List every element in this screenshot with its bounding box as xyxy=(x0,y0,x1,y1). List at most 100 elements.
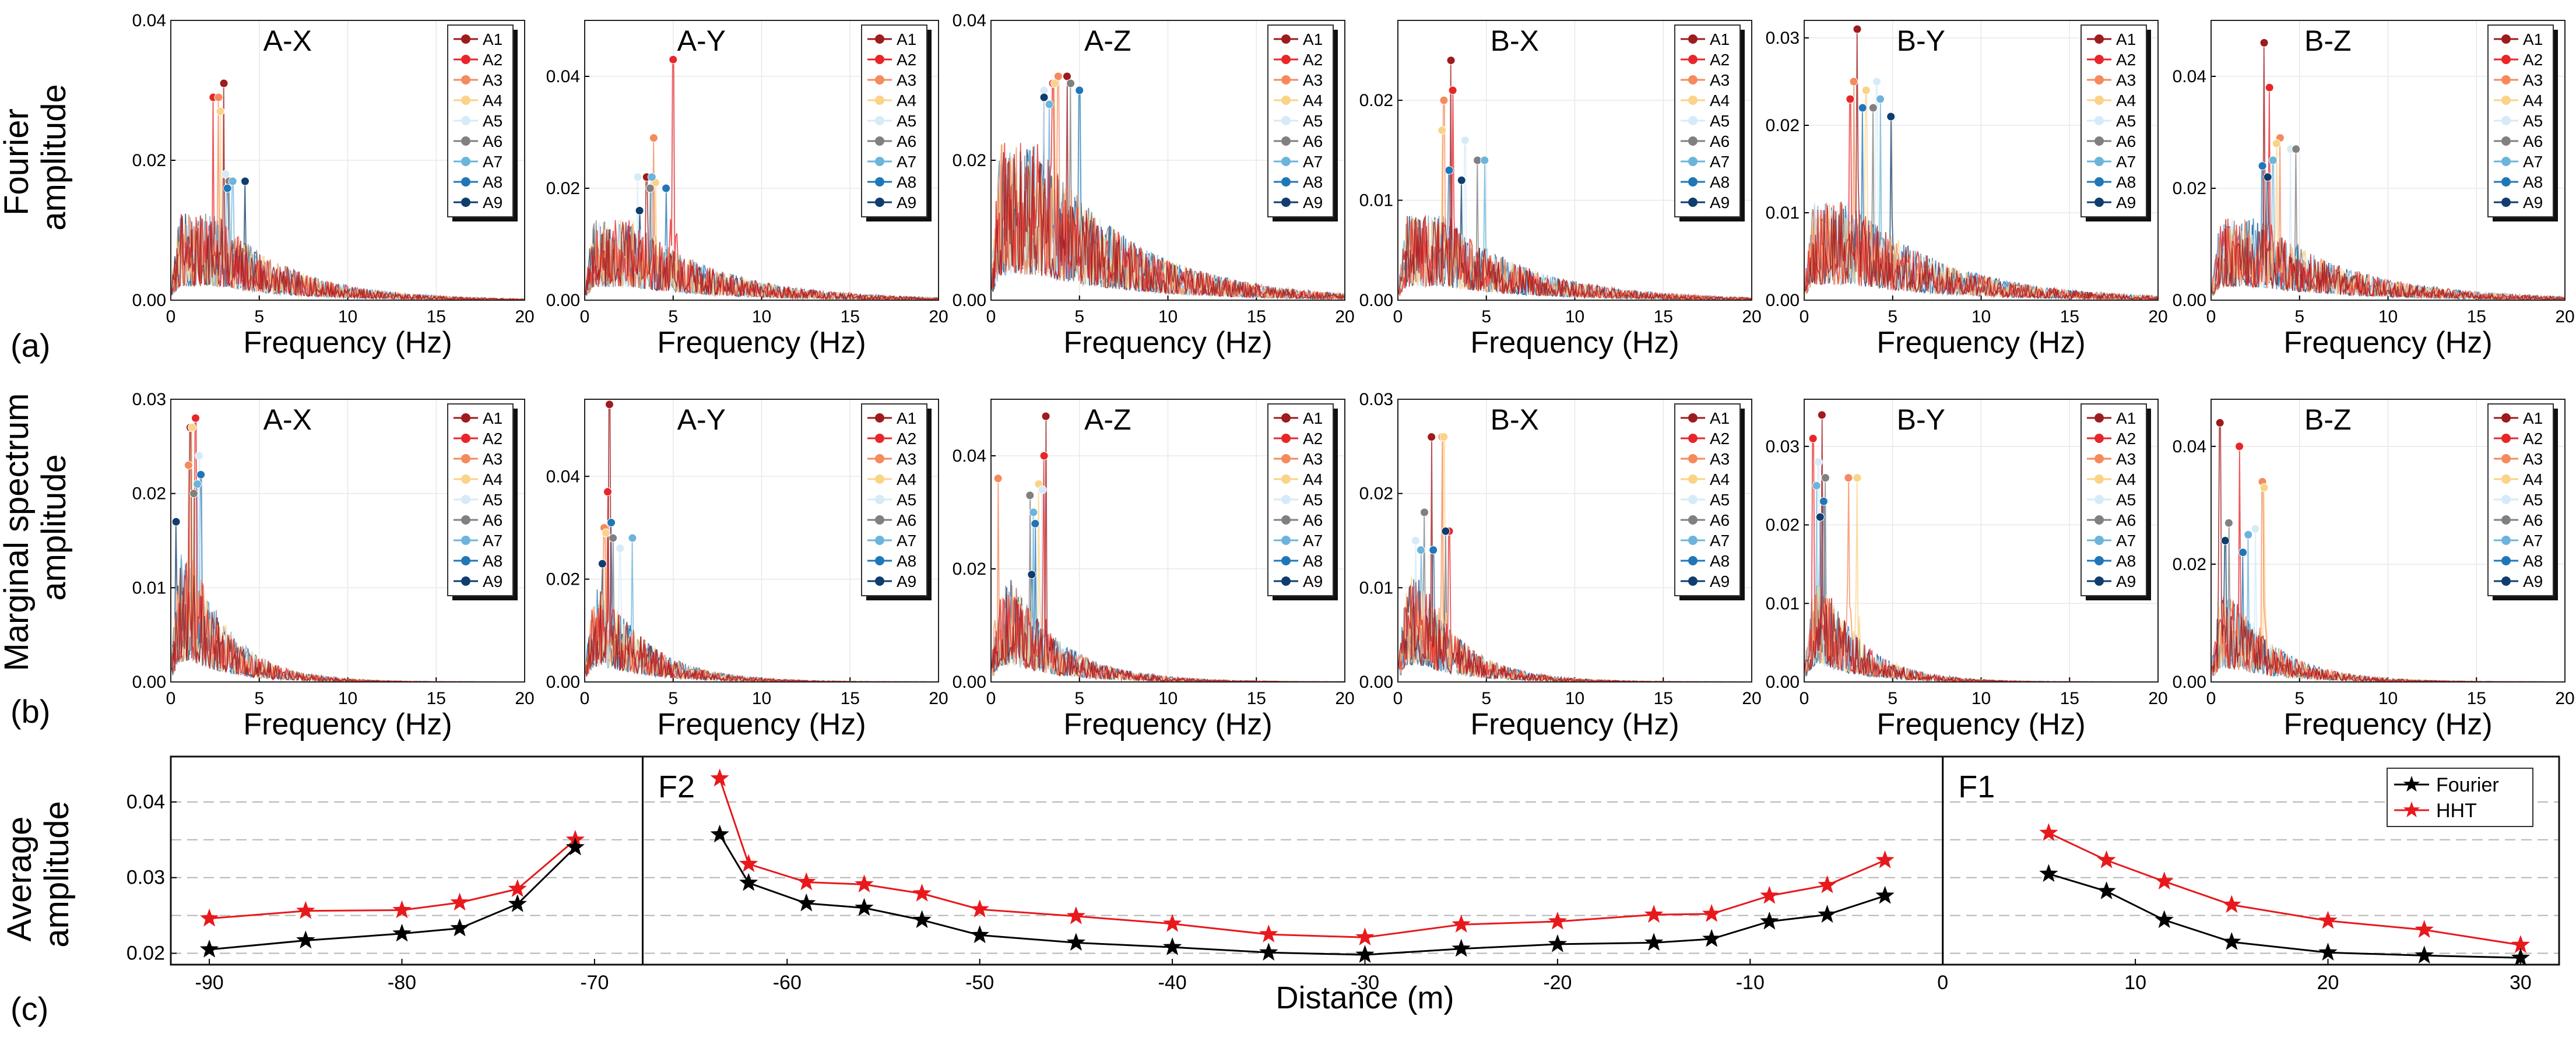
legend-swatch-marker-A9 xyxy=(2501,198,2511,207)
peak-marker-A6 xyxy=(1821,473,1830,483)
legend-label-A3: A3 xyxy=(1710,71,1730,89)
x-tick-label: 0 xyxy=(2206,689,2216,708)
peak-marker-A1 xyxy=(1446,56,1456,65)
legend-swatch-marker-A4 xyxy=(461,474,470,484)
peak-marker-A7 xyxy=(1812,481,1821,490)
data-point-fourier xyxy=(1452,938,1471,957)
data-point-fourier xyxy=(199,940,219,958)
legend-swatch-marker-A4 xyxy=(2094,96,2104,105)
legend: A1 A2 A3 A4 A5 A6 A7 A8 A9 xyxy=(2487,24,2558,221)
y-tick-label: 0.02 xyxy=(546,570,580,589)
spectrum-line-A1 xyxy=(2212,43,2565,300)
data-point-fourier xyxy=(2155,910,2174,929)
peak-marker-A8 xyxy=(1429,546,1438,555)
peak-marker-A5 xyxy=(633,173,642,182)
x-tick-label: 20 xyxy=(2317,972,2339,994)
data-point-fourier xyxy=(710,824,729,843)
panel-frame xyxy=(584,20,939,301)
y-tick-label: 0.02 xyxy=(1766,516,1800,535)
data-point-fourier xyxy=(1162,937,1182,955)
series-hht xyxy=(199,768,2531,953)
data-point-fourier xyxy=(1760,912,1779,930)
spectrum-line-A1 xyxy=(171,83,525,300)
y-tick-label: 0.02 xyxy=(1359,484,1393,504)
x-tick-label: 0 xyxy=(986,689,996,708)
peak-marker-A7 xyxy=(628,533,637,543)
legend-label-A9: A9 xyxy=(1710,572,1730,590)
legend-label-A7: A7 xyxy=(1710,532,1730,550)
x-tick-label: 10 xyxy=(1565,307,1584,326)
legend-label-A7: A7 xyxy=(1710,153,1730,171)
legend-swatch-marker-A6 xyxy=(2501,136,2511,146)
legend-swatch-marker-A4 xyxy=(1281,96,1291,105)
panel-frame xyxy=(584,399,939,683)
x-tick-label: 5 xyxy=(1074,307,1084,326)
data-point-fourier xyxy=(1818,905,1837,923)
peak-marker-A8 xyxy=(607,518,616,527)
legend-swatch-marker-A4 xyxy=(1281,474,1291,484)
spectra-group xyxy=(1398,60,1752,300)
legend-label-A4: A4 xyxy=(2523,470,2543,488)
x-axis-label: Frequency (Hz) xyxy=(2283,708,2492,741)
peak-marker-A7 xyxy=(647,173,656,182)
x-tick-label: 10 xyxy=(1971,689,1991,708)
panel-a-BY: 0 5 10 15 20 0.00 0.01 0.02 0.03 B-Y Frequency (Hz… xyxy=(1766,20,2168,360)
legend-swatch-marker-A1 xyxy=(461,413,470,423)
x-axis-label: Frequency (Hz) xyxy=(1063,326,1272,360)
x-tick-label: 10 xyxy=(1565,689,1584,708)
peak-marker-A8 xyxy=(662,184,671,193)
x-axis-label: Frequency (Hz) xyxy=(657,326,866,360)
fault-label-F2: F2 xyxy=(658,769,695,804)
panel-frame xyxy=(170,399,525,683)
legend-swatch-marker-A2 xyxy=(2094,55,2104,64)
legend-swatch-marker-A6 xyxy=(461,515,470,525)
x-tick-label: 20 xyxy=(515,307,534,326)
legend-label-A5: A5 xyxy=(897,491,916,509)
peak-marker-A6 xyxy=(609,533,618,543)
data-point-hht xyxy=(1760,885,1779,904)
peak-marker-A7 xyxy=(228,177,237,186)
legend-swatch-marker-A7 xyxy=(461,157,470,166)
peak-marker-A5 xyxy=(1460,136,1470,145)
y-tick-label: 0.01 xyxy=(1359,191,1393,210)
legend-swatch-marker-A2 xyxy=(2094,434,2104,443)
peak-marker-A9 xyxy=(171,517,181,526)
y-tick-label: 0.01 xyxy=(132,578,166,597)
legend-label-A9: A9 xyxy=(2523,194,2543,212)
peak-marker-A6 xyxy=(645,184,655,193)
panel-frame xyxy=(1397,399,1752,683)
peak-marker-A7 xyxy=(1029,508,1038,517)
legend-label-A3: A3 xyxy=(1303,450,1323,468)
legend-label-A7: A7 xyxy=(1303,153,1323,171)
legend: A1 A2 A3 A4 A5 A6 A7 A8 A9 xyxy=(861,403,932,600)
legend-label-A4: A4 xyxy=(483,470,502,488)
spectrum-line-A1 xyxy=(585,176,939,300)
peak-marker-A4 xyxy=(1439,432,1449,442)
legend-label-A7: A7 xyxy=(2116,153,2136,171)
x-tick-label: 10 xyxy=(2124,972,2146,994)
legend-swatch-marker-A5 xyxy=(461,495,470,504)
peak-marker-A3 xyxy=(649,133,658,143)
legend-swatch-marker-A5 xyxy=(875,495,884,504)
x-tick-label: 20 xyxy=(2148,689,2167,708)
peak-marker-A8 xyxy=(196,470,206,479)
x-tick-label: 5 xyxy=(668,689,678,708)
legend-label-A5: A5 xyxy=(1303,112,1323,130)
peak-marker-A4 xyxy=(1861,86,1871,95)
legend-swatch-marker-A7 xyxy=(1688,536,1698,545)
panel-title: B-X xyxy=(1491,24,1539,57)
legend-swatch-marker-A6 xyxy=(2501,515,2511,525)
peak-marker-A1 xyxy=(219,79,229,88)
peak-marker-A9 xyxy=(1457,175,1466,185)
legend-label-A2: A2 xyxy=(897,51,916,69)
x-tick-label: 20 xyxy=(1335,689,1354,708)
peak-marker-A4 xyxy=(216,107,225,116)
data-point-fourier xyxy=(2097,881,2116,899)
peak-marker-A3 xyxy=(1849,77,1858,86)
legend-swatch-marker-A9 xyxy=(1281,198,1291,207)
y-tick-label: 0.03 xyxy=(126,867,165,889)
legend-swatch-marker-A8 xyxy=(2501,177,2511,187)
